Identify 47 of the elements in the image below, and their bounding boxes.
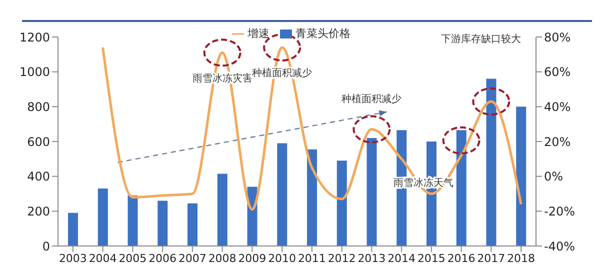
x-tick-label: 2017	[477, 252, 506, 265]
y2-tick-label: 80%	[544, 30, 571, 44]
bar	[277, 143, 288, 246]
x-tick-label: 2016	[447, 252, 476, 265]
y-tick-label: 0	[42, 239, 50, 254]
bar	[486, 78, 496, 246]
x-tick-label: 2018	[507, 252, 536, 265]
y-tick-label: 600	[27, 134, 50, 149]
bar	[68, 212, 78, 246]
x-tick-label: 2010	[268, 252, 296, 265]
x-tick-label: 2009	[238, 252, 266, 265]
legend-label: 增速	[248, 27, 270, 40]
y-tick-label: 1200	[19, 30, 50, 44]
x-tick-label: 2015	[417, 252, 446, 265]
bar	[516, 106, 526, 246]
y2-tick-label: 40%	[544, 100, 571, 114]
x-tick-label: 2012	[328, 252, 356, 265]
y2-tick-label: 20%	[544, 134, 571, 149]
bar	[188, 203, 198, 246]
annotation: 下游库存缺口较大	[441, 33, 522, 46]
y2-tick-label: 60%	[544, 65, 571, 80]
y2-tick-label: -40%	[544, 239, 576, 254]
x-tick-label: 2005	[118, 252, 147, 265]
bar	[217, 174, 228, 246]
x-tick-label: 2013	[358, 252, 386, 265]
bar	[158, 200, 168, 246]
bar	[336, 160, 347, 246]
bar	[98, 188, 108, 246]
x-tick-label: 2006	[148, 252, 177, 265]
bar	[366, 138, 377, 246]
bar	[128, 195, 138, 246]
y-tick-label: 400	[27, 170, 50, 184]
x-tick-label: 2014	[388, 252, 416, 265]
x-tick-label: 2003	[58, 252, 87, 265]
x-tick-label: 2011	[298, 252, 326, 265]
x-tick-label: 2004	[88, 252, 117, 265]
y2-tick-label: 0%	[544, 170, 564, 184]
annotation: 种植面积减少	[342, 92, 402, 105]
y-tick-label: 800	[27, 100, 50, 114]
x-tick-label: 2007	[178, 252, 206, 265]
y-tick-label: 200	[27, 204, 50, 218]
bar	[456, 130, 466, 246]
legend-label: 青菜头价格	[296, 27, 350, 40]
y2-tick-label: -20%	[544, 204, 576, 218]
x-tick-label: 2008	[208, 252, 236, 265]
y-tick-label: 1000	[19, 65, 50, 80]
bar	[307, 149, 317, 246]
